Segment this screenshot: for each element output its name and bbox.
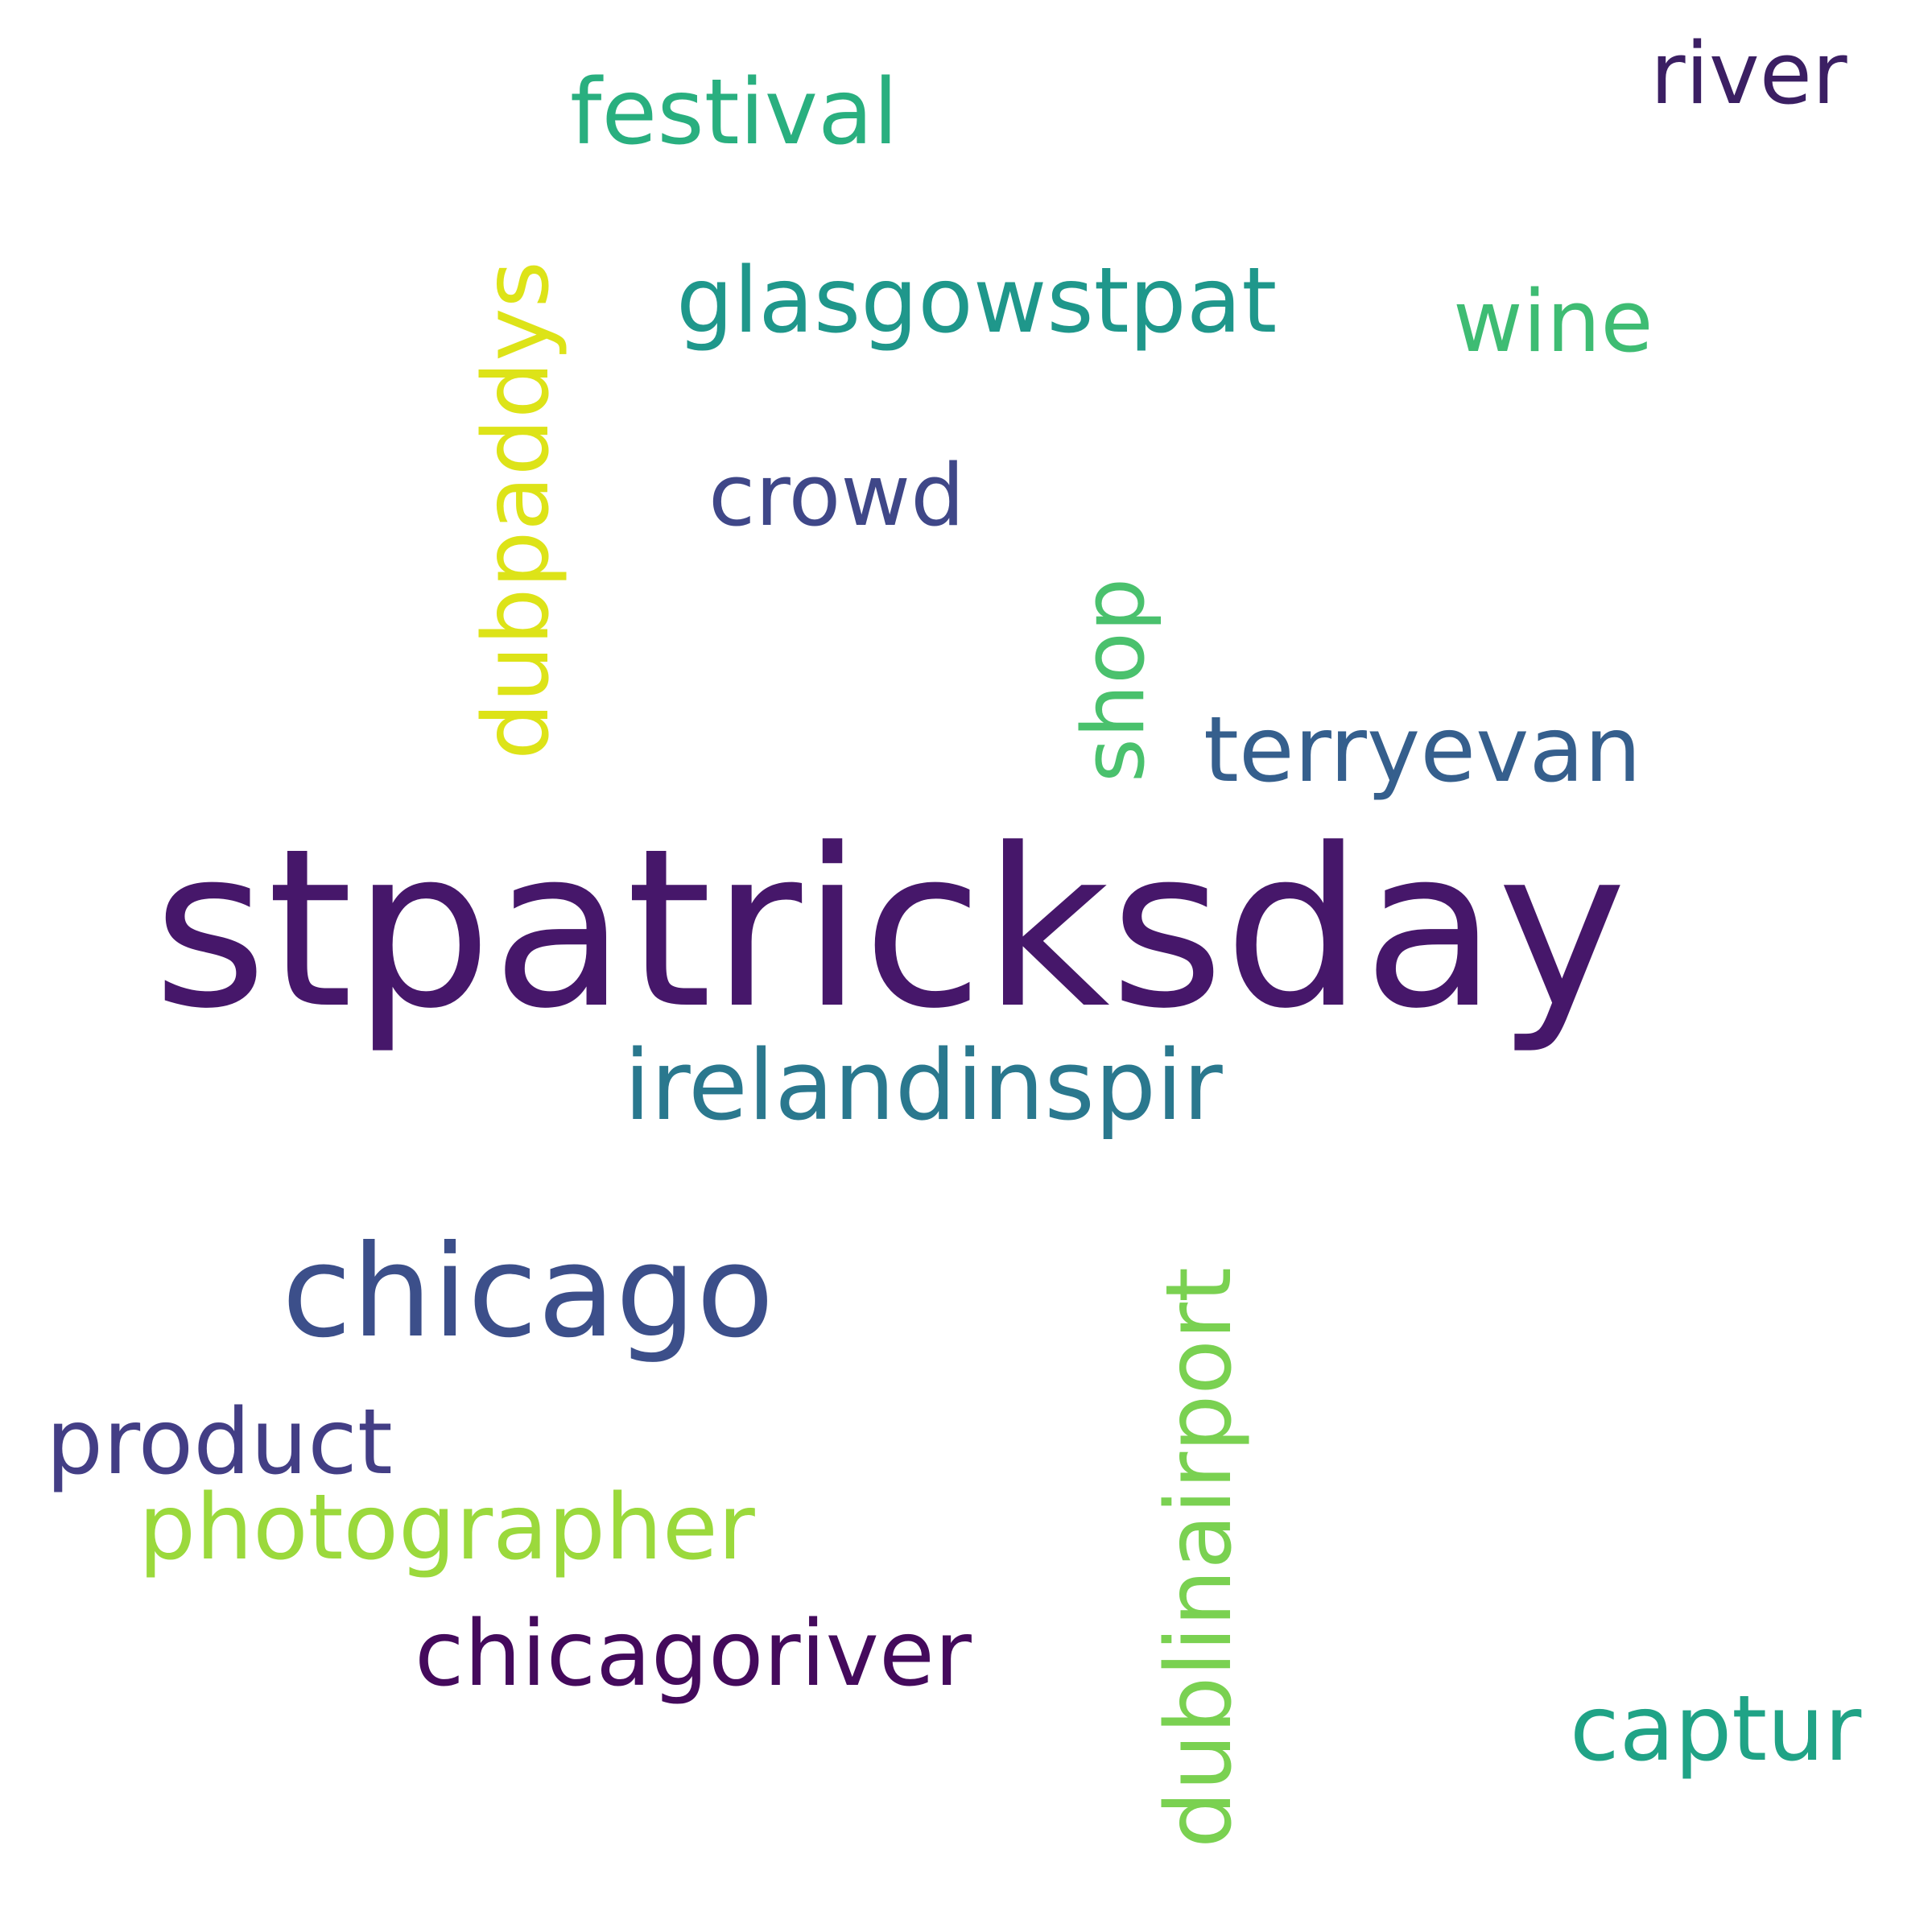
- word-glasgowstpat: glasgowstpat: [676, 249, 1278, 353]
- word-dubpaddys: dubpaddys: [464, 261, 569, 760]
- word-river: river: [1650, 24, 1847, 123]
- word-shop: shop: [1064, 577, 1163, 783]
- word-dublinairport: dublinairport: [1147, 1267, 1252, 1848]
- word-chicagoriver: chicagoriver: [415, 1602, 972, 1707]
- word-wine: wine: [1453, 272, 1653, 371]
- word-terryevan: terryevan: [1203, 698, 1642, 803]
- word-irelandinspir: irelandinspir: [624, 1030, 1223, 1142]
- word-festival: festival: [570, 60, 898, 165]
- word-product: product: [46, 1390, 393, 1495]
- word-chicago: chicago: [282, 1218, 774, 1366]
- word-captur: captur: [1570, 1677, 1862, 1781]
- word-photographer: photographer: [138, 1476, 755, 1580]
- word-crowd: crowd: [708, 446, 965, 545]
- word-stpatricksday: stpatricksday: [153, 803, 1627, 1057]
